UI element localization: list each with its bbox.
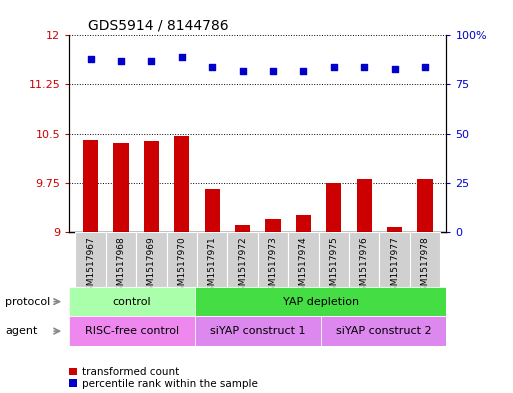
Bar bbox=[195, 316, 321, 346]
Text: GSM1517969: GSM1517969 bbox=[147, 236, 156, 297]
Point bbox=[86, 56, 94, 62]
Point bbox=[330, 64, 338, 70]
Bar bbox=[349, 232, 380, 287]
Text: percentile rank within the sample: percentile rank within the sample bbox=[82, 379, 258, 389]
Text: GSM1517973: GSM1517973 bbox=[268, 236, 278, 297]
Text: GSM1517978: GSM1517978 bbox=[421, 236, 429, 297]
Point bbox=[177, 54, 186, 60]
Bar bbox=[75, 232, 106, 287]
Bar bbox=[69, 287, 195, 316]
Text: protocol: protocol bbox=[5, 297, 50, 307]
Bar bbox=[380, 232, 410, 287]
Point bbox=[299, 68, 307, 74]
Text: GSM1517974: GSM1517974 bbox=[299, 236, 308, 297]
Text: GSM1517970: GSM1517970 bbox=[177, 236, 186, 297]
Bar bbox=[235, 225, 250, 232]
Point bbox=[147, 58, 155, 64]
Bar bbox=[296, 215, 311, 232]
Text: GSM1517968: GSM1517968 bbox=[116, 236, 126, 297]
Point bbox=[390, 66, 399, 72]
Bar bbox=[69, 316, 195, 346]
Bar bbox=[326, 183, 342, 232]
Bar bbox=[69, 379, 77, 387]
Bar bbox=[144, 141, 159, 232]
Text: GSM1517971: GSM1517971 bbox=[208, 236, 216, 297]
Bar bbox=[288, 232, 319, 287]
Text: agent: agent bbox=[5, 326, 37, 336]
Bar bbox=[319, 232, 349, 287]
Bar bbox=[106, 232, 136, 287]
Bar bbox=[357, 180, 372, 232]
Bar bbox=[136, 232, 167, 287]
Bar bbox=[195, 287, 446, 316]
Bar bbox=[197, 232, 227, 287]
Bar bbox=[418, 180, 432, 232]
Text: GSM1517976: GSM1517976 bbox=[360, 236, 369, 297]
Text: GSM1517977: GSM1517977 bbox=[390, 236, 399, 297]
Point bbox=[421, 64, 429, 70]
Point bbox=[239, 68, 247, 74]
Text: YAP depletion: YAP depletion bbox=[283, 297, 359, 307]
Bar bbox=[205, 189, 220, 232]
Bar bbox=[83, 140, 98, 232]
Text: transformed count: transformed count bbox=[82, 367, 180, 377]
Point bbox=[360, 64, 368, 70]
Point bbox=[208, 64, 216, 70]
Point bbox=[117, 58, 125, 64]
Text: GDS5914 / 8144786: GDS5914 / 8144786 bbox=[88, 19, 229, 33]
Bar bbox=[410, 232, 440, 287]
Bar bbox=[387, 227, 402, 232]
Bar bbox=[113, 143, 129, 232]
Bar bbox=[258, 232, 288, 287]
Point bbox=[269, 68, 277, 74]
Text: siYAP construct 1: siYAP construct 1 bbox=[210, 326, 306, 336]
Text: GSM1517967: GSM1517967 bbox=[86, 236, 95, 297]
Bar bbox=[321, 316, 446, 346]
Text: siYAP construct 2: siYAP construct 2 bbox=[336, 326, 431, 336]
Text: control: control bbox=[113, 297, 151, 307]
Text: GSM1517972: GSM1517972 bbox=[238, 236, 247, 297]
Bar bbox=[265, 219, 281, 232]
Text: RISC-free control: RISC-free control bbox=[85, 326, 179, 336]
Bar bbox=[69, 367, 77, 375]
Bar bbox=[167, 232, 197, 287]
Text: GSM1517975: GSM1517975 bbox=[329, 236, 338, 297]
Bar bbox=[227, 232, 258, 287]
Bar bbox=[174, 136, 189, 232]
